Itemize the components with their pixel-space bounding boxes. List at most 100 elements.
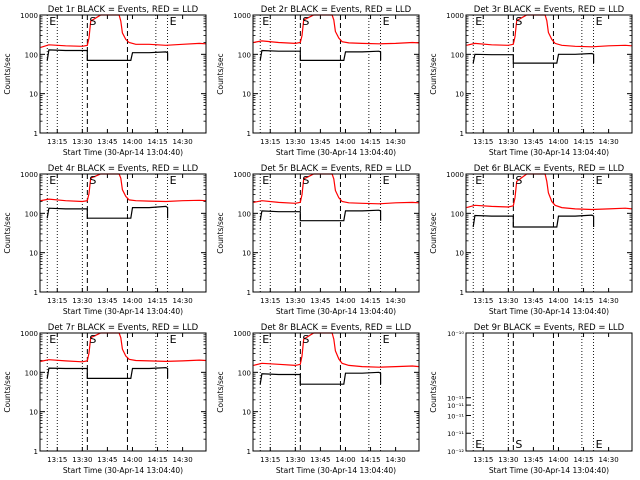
y-tick-label: 10⁻¹² [447,448,464,456]
plot-frame [465,332,633,452]
series-line [259,209,382,222]
x-tick-label: 13:45 [310,138,330,146]
chart-title: Det 6r BLACK = Events, RED = LLD [474,164,625,174]
interval-marker: E [475,438,482,451]
series-line [40,173,207,203]
plot-frame [465,14,633,134]
x-tick-label: 13:15 [47,456,67,464]
plot-frame [252,173,420,293]
x-tick-label: 14:00 [122,456,142,464]
y-tick-label: 10⁻¹¹ [447,412,464,420]
x-tick-label: 14:00 [335,456,355,464]
chart-panel: Det 7r BLACK = Events, RED = LLD Counts/s… [3,323,207,475]
x-tick-label: 14:00 [548,297,568,305]
y-tick-label: 10 [242,250,251,258]
chart-panel: Det 5r BLACK = Events, RED = LLD Counts/s… [216,164,420,316]
y-tick-label: 10⁻¹¹ [447,402,464,410]
y-axis-label: Counts/sec [429,212,438,253]
x-tick-label: 13:30 [498,456,518,464]
chart-panel: Det 2r BLACK = Events, RED = LLD Counts/s… [216,5,420,157]
interval-marker: E [475,174,482,187]
x-tick-label: 14:30 [386,138,406,146]
interval-marker: S [302,15,309,28]
x-tick-label: 14:00 [335,297,355,305]
x-tick-label: 14:00 [122,297,142,305]
series-line [472,52,595,64]
x-tick-label: 13:30 [498,297,518,305]
interval-marker: S [515,174,522,187]
series-line [46,49,169,62]
y-tick-label: 100 [451,210,464,218]
y-tick-label: 1 [460,130,464,138]
y-tick-label: 1000 [20,171,38,179]
y-tick-label: 100 [451,51,464,59]
chart-title: Det 4r BLACK = Events, RED = LLD [48,164,199,174]
y-axis-label: Counts/sec [3,371,12,412]
chart-panel: Det 9r BLACK = Events, RED = LLD Counts/s… [429,323,633,475]
x-axis-label: Start Time (30-Apr-14 13:04:40) [489,466,609,475]
x-tick-label: 13:15 [473,456,493,464]
y-tick-label: 1 [460,289,464,297]
x-axis-label: Start Time (30-Apr-14 13:04:40) [63,466,183,475]
x-tick-label: 13:45 [523,297,543,305]
x-tick-label: 14:30 [599,456,619,464]
series-line [259,49,382,62]
y-tick-label: 1000 [233,171,251,179]
x-tick-label: 13:30 [72,456,92,464]
x-tick-label: 13:30 [498,138,518,146]
x-tick-label: 13:30 [285,297,305,305]
y-tick-label: 10 [29,409,38,417]
x-tick-label: 14:15 [573,456,593,464]
series-line [253,332,420,368]
interval-marker: S [89,174,96,187]
interval-marker: E [262,174,269,187]
chart-title: Det 7r BLACK = Events, RED = LLD [48,323,199,333]
series-line [46,366,169,379]
x-tick-label: 14:30 [173,456,193,464]
y-axis-label: Counts/sec [429,371,438,412]
x-tick-label: 13:15 [47,297,67,305]
interval-marker: S [515,15,522,28]
y-tick-label: 1000 [446,12,464,20]
x-tick-label: 14:15 [147,297,167,305]
x-tick-label: 14:00 [548,138,568,146]
x-tick-label: 13:45 [523,138,543,146]
x-tick-label: 14:30 [173,297,193,305]
x-tick-label: 14:15 [360,456,380,464]
interval-marker: E [49,174,56,187]
y-tick-label: 10⁻¹¹ [447,430,464,438]
interval-marker: E [475,15,482,28]
chart-title: Det 5r BLACK = Events, RED = LLD [261,164,412,174]
chart-panel: Det 1r BLACK = Events, RED = LLD Counts/s… [3,5,207,157]
y-tick-label: 100 [238,210,251,218]
x-tick-label: 14:15 [147,456,167,464]
interval-marker: E [49,15,56,28]
chart-panel: Det 3r BLACK = Events, RED = LLD Counts/s… [429,5,633,157]
x-tick-label: 13:45 [97,456,117,464]
y-tick-label: 100 [25,210,38,218]
x-tick-label: 13:45 [97,138,117,146]
x-tick-label: 14:30 [386,456,406,464]
y-tick-label: 1 [247,130,251,138]
x-tick-label: 13:45 [97,297,117,305]
x-tick-label: 13:45 [523,456,543,464]
y-axis-label: Counts/sec [3,212,12,253]
y-tick-label: 10⁻¹⁰ [447,330,464,338]
chart-title: Det 1r BLACK = Events, RED = LLD [48,5,199,15]
chart-title: Det 3r BLACK = Events, RED = LLD [474,5,625,15]
y-axis-label: Counts/sec [429,53,438,94]
interval-marker: S [302,333,309,346]
interval-marker: S [89,15,96,28]
x-tick-label: 14:15 [360,138,380,146]
y-axis-label: Counts/sec [3,53,12,94]
series-line [40,332,207,363]
x-axis-label: Start Time (30-Apr-14 13:04:40) [489,148,609,157]
chart-panel: Det 4r BLACK = Events, RED = LLD Counts/s… [3,164,207,316]
series-line [253,14,420,45]
plot-frame [39,173,207,293]
y-tick-label: 100 [238,369,251,377]
y-tick-label: 10 [29,250,38,258]
x-axis-label: Start Time (30-Apr-14 13:04:40) [276,148,396,157]
x-tick-label: 13:15 [260,297,280,305]
x-tick-label: 13:30 [285,456,305,464]
